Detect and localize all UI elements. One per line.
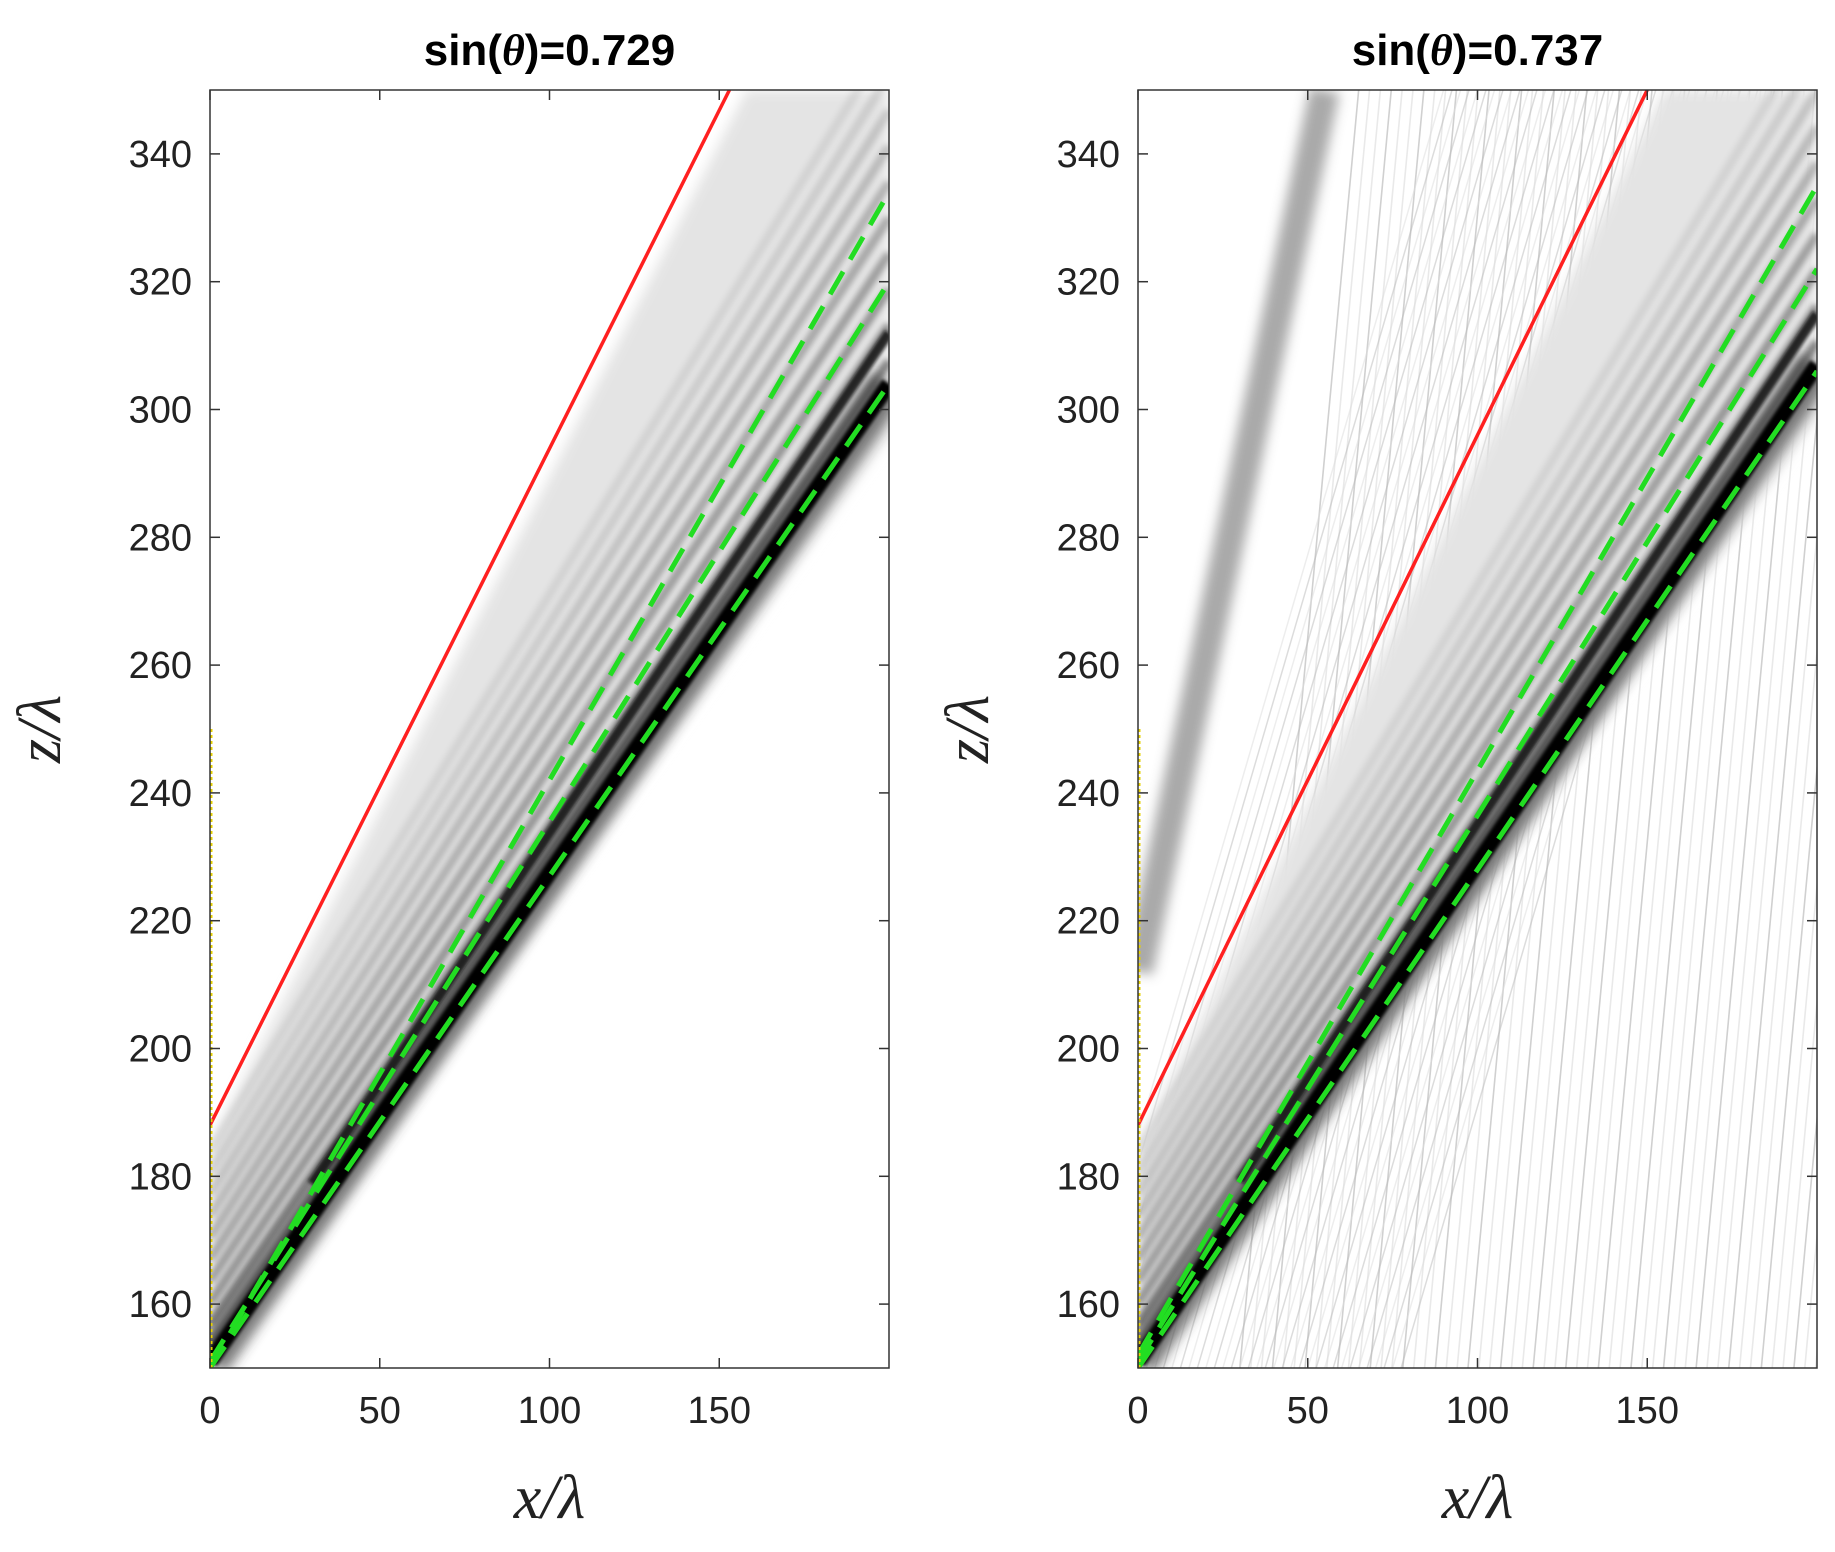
- title-suffix: )=0.737: [1453, 26, 1603, 75]
- y-axis-label: z/λ: [6, 695, 74, 764]
- fringe: [1138, 160, 1817, 1241]
- y-tick-label: 240: [1057, 773, 1120, 815]
- intensity-field: [1138, 90, 1835, 1368]
- x-tick-label: 50: [1287, 1390, 1329, 1432]
- x-tick-label: 50: [359, 1390, 401, 1432]
- title-symbol: θ: [502, 26, 525, 75]
- y-tick-label: 260: [1057, 645, 1120, 687]
- fringe: [210, 251, 889, 1284]
- fringe: [1138, 90, 1817, 1197]
- green-bound-2-line: [210, 280, 889, 1363]
- x-tick-label: 0: [1127, 1390, 1148, 1432]
- y-tick-label: 340: [129, 134, 192, 176]
- panel-title: sin(θ)=0.737: [1352, 26, 1604, 75]
- streak: [1738, 526, 1817, 1368]
- streak: [1814, 1344, 1817, 1368]
- y-tick-label: 280: [129, 517, 192, 559]
- x-axis-label: x/λ: [513, 1464, 586, 1532]
- y-tick-label: 220: [1057, 901, 1120, 943]
- x-tick-label: 100: [518, 1390, 581, 1432]
- intensity-field: [210, 90, 889, 1368]
- green-bound-3-line: [1138, 369, 1817, 1368]
- x-tick-label: 100: [1446, 1390, 1509, 1432]
- fringe: [210, 108, 889, 1197]
- title-symbol: θ: [1430, 26, 1453, 75]
- streak: [1793, 1111, 1817, 1368]
- y-tick-label: 180: [129, 1156, 192, 1198]
- y-tick-label: 260: [129, 645, 192, 687]
- fringe: [210, 90, 864, 1154]
- title-suffix: )=0.729: [525, 26, 675, 75]
- fringe: [1138, 196, 1817, 1262]
- green-bound-1-line: [1138, 184, 1817, 1357]
- fringe: [1138, 124, 1817, 1219]
- y-tick-label: 200: [129, 1029, 192, 1071]
- streak: [1782, 994, 1817, 1368]
- x-axis-label: x/λ: [1441, 1464, 1514, 1532]
- panel-1: 0 50 100 150 160 180 200 220 240 260 280 300 320 340 x…: [6, 26, 890, 1532]
- streak: [1138, 90, 1445, 1139]
- y-tick-label: 280: [1057, 517, 1120, 559]
- red-reference-line: [1138, 90, 1649, 1126]
- y-tick-label: 320: [129, 262, 192, 304]
- green-bound-1-line: [210, 190, 889, 1368]
- red-reference-line: [210, 90, 731, 1126]
- title-prefix: sin(: [1352, 26, 1431, 75]
- streak: [1827, 90, 1835, 1368]
- title-prefix: sin(: [424, 26, 503, 75]
- fringe: [210, 143, 889, 1219]
- fringe: [1138, 231, 1817, 1284]
- fringe: [1138, 90, 1802, 1175]
- streak: [1749, 643, 1817, 1368]
- streak: [1771, 877, 1817, 1368]
- y-tick-label: 220: [129, 901, 192, 943]
- y-tick-label: 300: [1057, 390, 1120, 432]
- upper-wing: [1138, 90, 1340, 975]
- x-tick-label: 0: [199, 1390, 220, 1432]
- y-tick-label: 160: [1057, 1284, 1120, 1326]
- y-tick-label: 320: [1057, 262, 1120, 304]
- y-tick-label: 180: [1057, 1156, 1120, 1198]
- beam-secondary: [1235, 310, 1817, 1184]
- x-tick-label: 150: [688, 1390, 751, 1432]
- x-tick-label: 150: [1616, 1390, 1679, 1432]
- green-bound-2-line: [1138, 267, 1817, 1363]
- panel-title: sin(θ)=0.729: [424, 26, 676, 75]
- y-tick-label: 160: [129, 1284, 192, 1326]
- beam-core: [1138, 360, 1817, 1367]
- fringe: [210, 90, 885, 1175]
- fringe: [210, 179, 889, 1241]
- fringe: [1138, 267, 1817, 1306]
- panel-2: 0 50 100 150 160 180 200 220 240 260 280 300 320 340 x…: [934, 26, 1835, 1532]
- y-tick-label: 240: [129, 773, 192, 815]
- y-tick-label: 200: [1057, 1029, 1120, 1071]
- y-tick-label: 340: [1057, 134, 1120, 176]
- y-tick-label: 300: [129, 390, 192, 432]
- fringe: [1138, 90, 1781, 1154]
- streak: [1282, 90, 1403, 1368]
- y-axis-label: z/λ: [934, 695, 1002, 764]
- streak: [1760, 760, 1817, 1368]
- streak: [1727, 409, 1817, 1368]
